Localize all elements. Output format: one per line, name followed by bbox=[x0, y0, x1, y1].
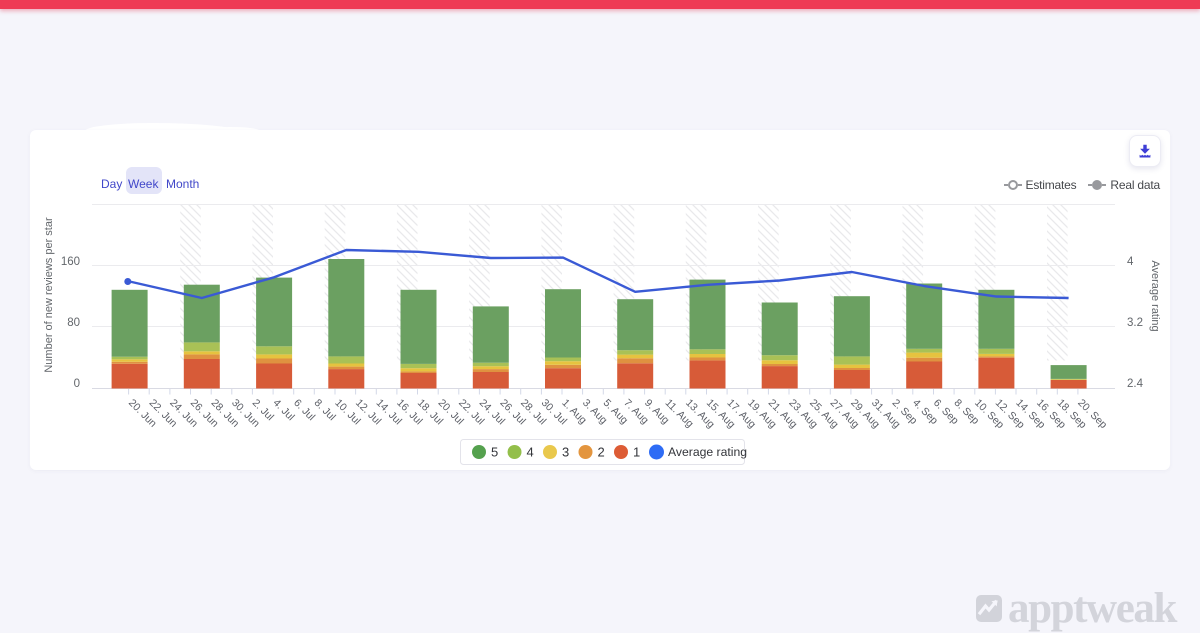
svg-text:6. Jul: 6. Jul bbox=[291, 397, 317, 423]
svg-text:4: 4 bbox=[527, 445, 534, 460]
svg-text:0: 0 bbox=[74, 378, 80, 390]
svg-text:Average rating: Average rating bbox=[668, 445, 747, 459]
svg-text:5: 5 bbox=[491, 445, 498, 460]
svg-text:80: 80 bbox=[67, 317, 80, 329]
svg-text:1: 1 bbox=[633, 445, 640, 460]
svg-text:Average rating: Average rating bbox=[1149, 260, 1161, 331]
svg-text:2.4: 2.4 bbox=[1127, 378, 1144, 390]
svg-text:160: 160 bbox=[61, 256, 80, 268]
svg-text:8. Jul: 8. Jul bbox=[312, 397, 338, 423]
svg-text:3.2: 3.2 bbox=[1127, 317, 1143, 329]
svg-text:4. Jul: 4. Jul bbox=[270, 397, 296, 423]
svg-text:3: 3 bbox=[562, 445, 569, 460]
svg-text:2: 2 bbox=[598, 445, 605, 460]
svg-text:4: 4 bbox=[1127, 256, 1134, 268]
svg-text:Number of new reviews per star: Number of new reviews per star bbox=[43, 217, 55, 373]
